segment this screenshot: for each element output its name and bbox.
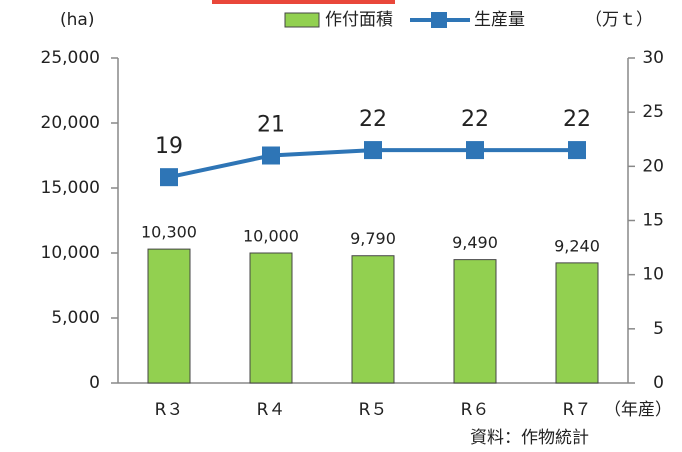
y-tick-label: 5,000	[51, 308, 100, 328]
line-marker	[262, 146, 280, 165]
y-tick-label: 0	[89, 373, 100, 393]
line-value-label: 22	[461, 107, 489, 132]
y2-tick-label: 10	[642, 265, 664, 285]
line-value-label: 22	[563, 107, 591, 132]
legend-label: 作付面積	[325, 10, 393, 30]
bar-value-label: 10,300	[141, 223, 197, 242]
bar-value-label: 10,000	[243, 227, 299, 246]
legend-label: 生産量	[474, 10, 525, 30]
bar	[249, 252, 293, 384]
bar	[453, 259, 497, 384]
bar-value-label: 9,240	[554, 236, 600, 255]
y2-tick-label: 0	[653, 373, 664, 393]
x-tick-label: R３	[155, 400, 184, 420]
y-tick-label: 20,000	[41, 113, 100, 133]
x-tick-label: R７	[563, 400, 592, 420]
bar-value-label: 9,790	[350, 229, 396, 248]
line-marker	[466, 141, 484, 160]
line-value-label: 19	[155, 134, 183, 159]
x-tick-label: R５	[359, 400, 388, 420]
bar-value-label: 9,490	[452, 233, 498, 252]
x-tick-label: R４	[257, 400, 286, 420]
y-tick-label: 10,000	[41, 243, 100, 263]
bar	[351, 255, 395, 384]
line-marker	[364, 141, 382, 160]
x-tick-label: R６	[461, 400, 490, 420]
y2-tick-label: 15	[642, 211, 664, 231]
line-marker	[568, 141, 586, 160]
line-marker	[160, 168, 178, 187]
y2-tick-label: 5	[653, 319, 664, 339]
line-value-label: 21	[257, 113, 285, 138]
bar	[555, 262, 599, 384]
y2-axis-label: （万ｔ）	[585, 10, 653, 30]
source: 資料：作物統計	[470, 428, 589, 448]
legend-swatch	[431, 12, 447, 28]
legend-swatch	[284, 12, 320, 28]
y2-tick-label: 20	[642, 156, 664, 176]
y-axis-label: (ha)	[60, 10, 94, 30]
y2-tick-label: 25	[642, 102, 664, 122]
y-tick-label: 15,000	[41, 178, 100, 198]
x-axis-label: （年産）	[604, 400, 672, 420]
bar	[147, 248, 191, 384]
line-value-label: 22	[359, 107, 387, 132]
y-tick-label: 25,000	[41, 48, 100, 68]
y2-tick-label: 30	[642, 48, 664, 68]
